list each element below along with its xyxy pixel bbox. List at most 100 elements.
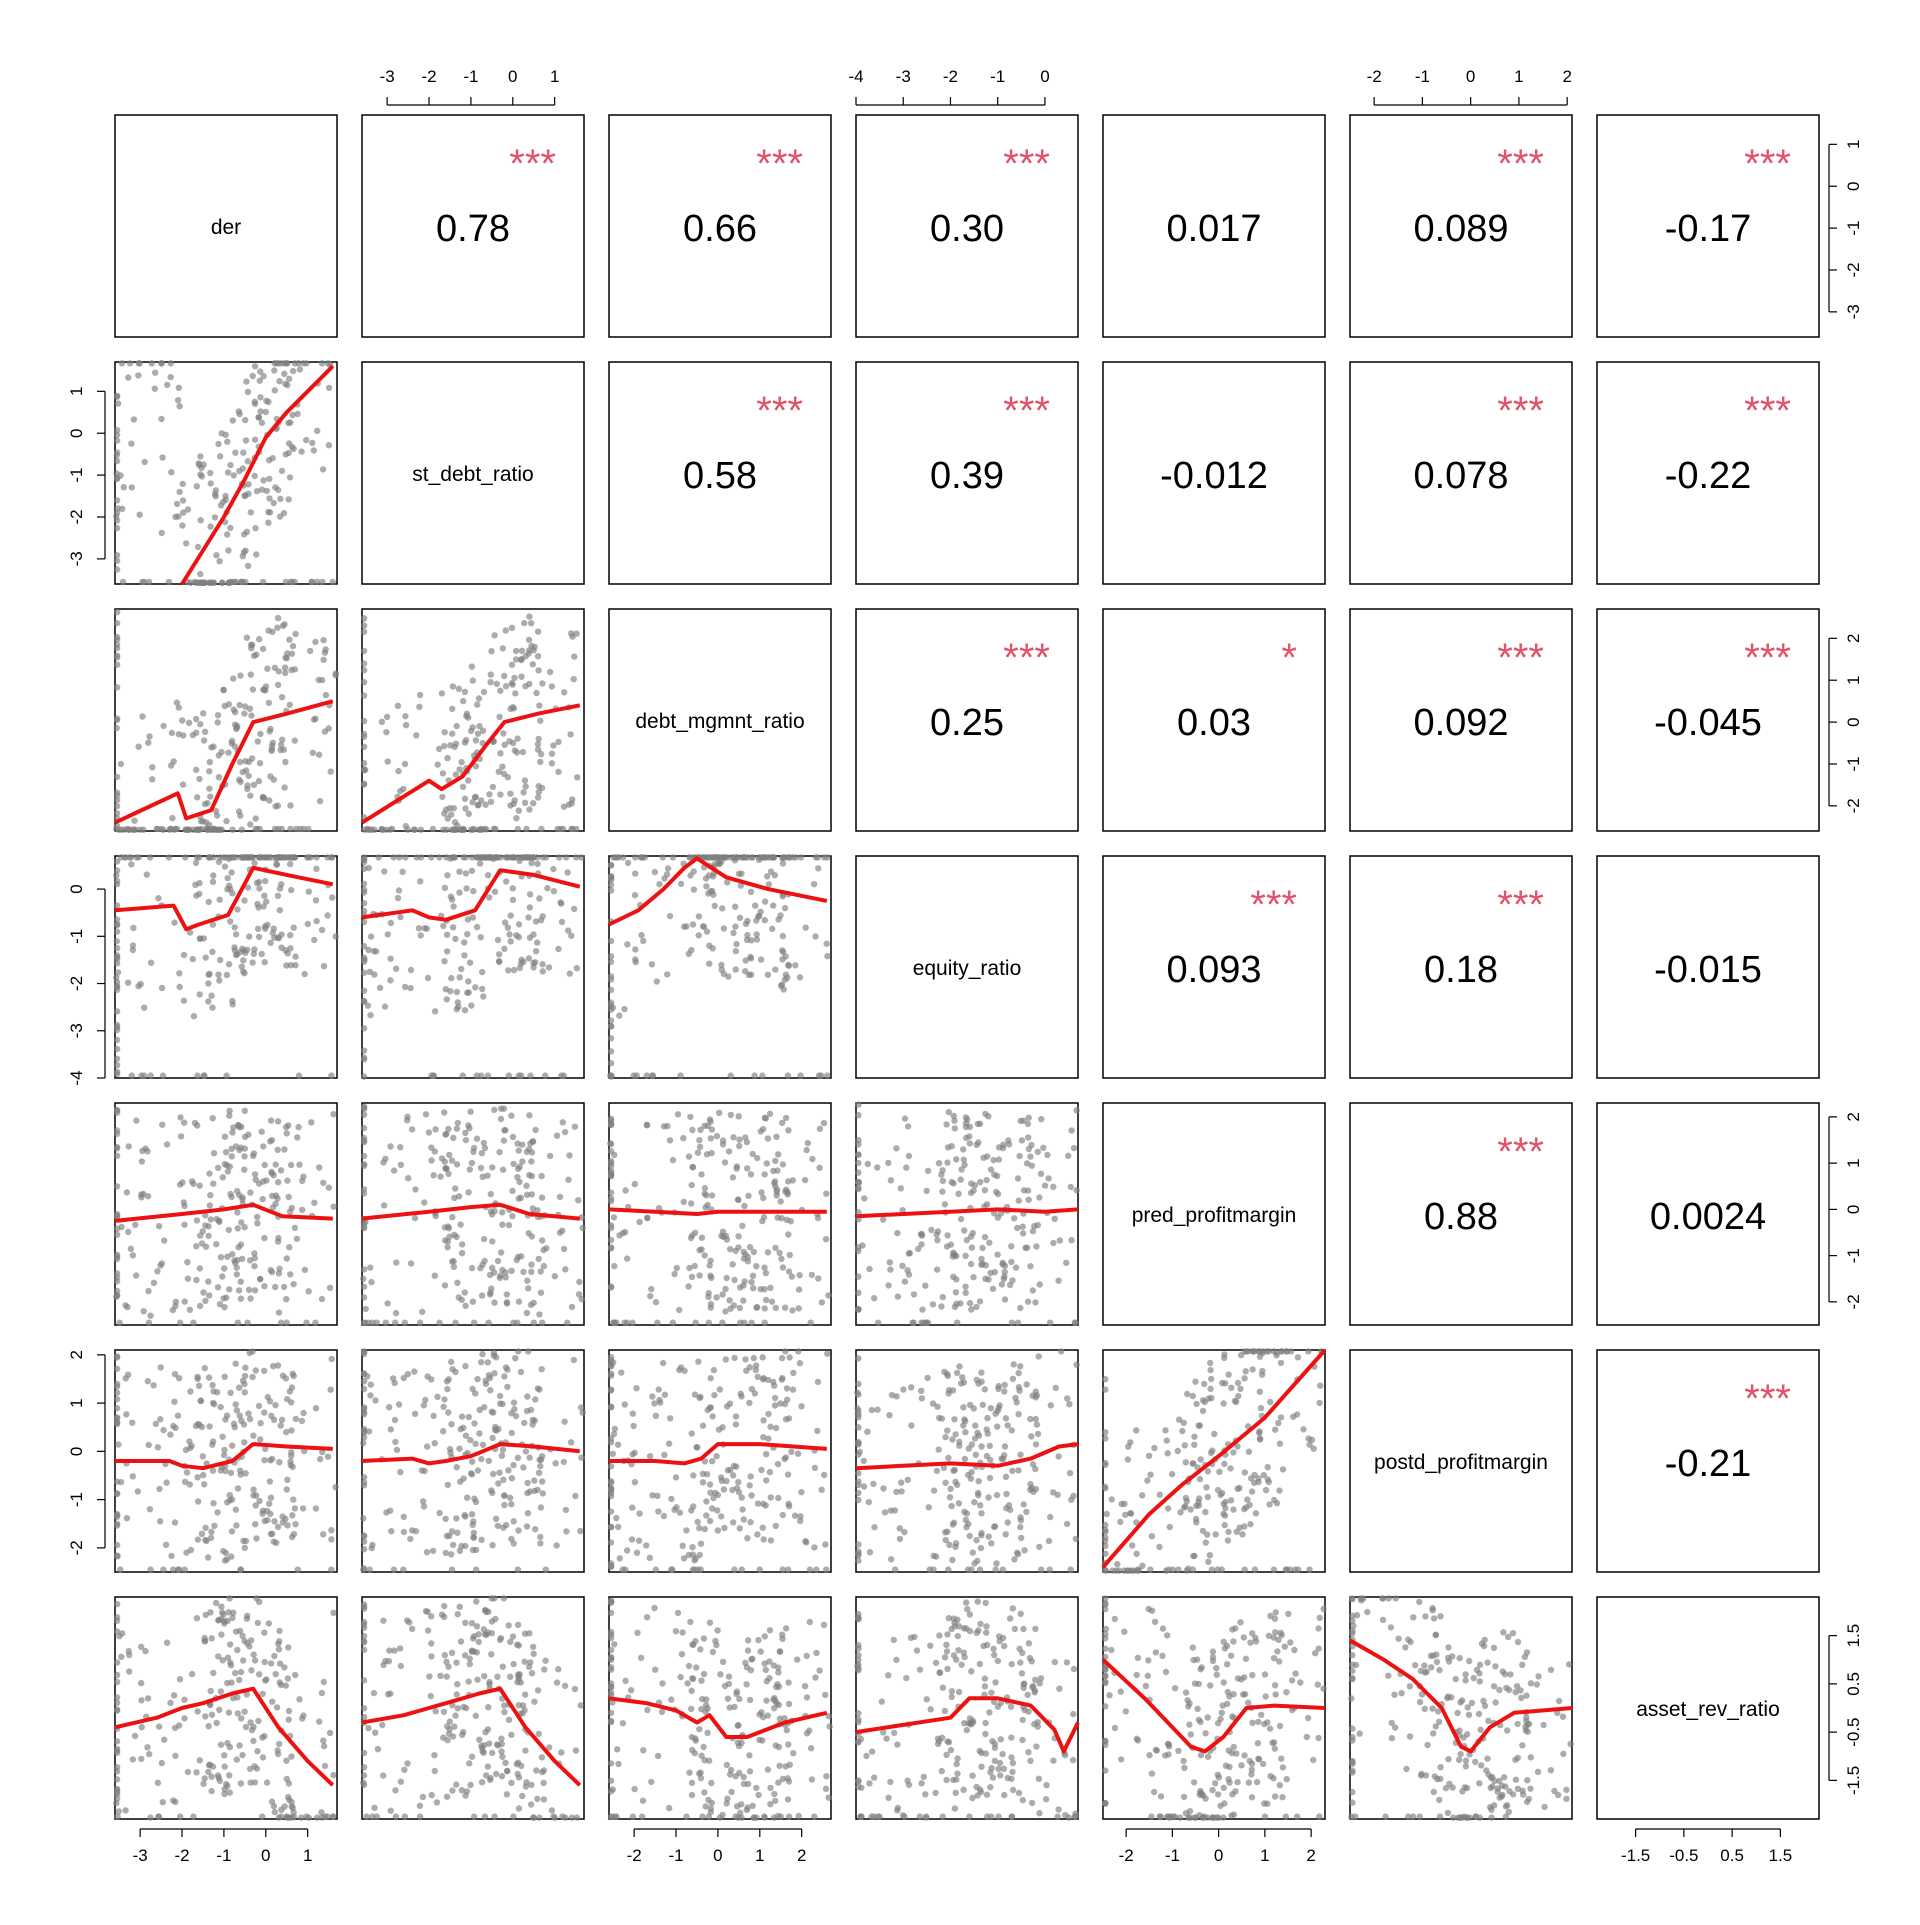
scatter-point bbox=[509, 1633, 517, 1640]
scatter-point bbox=[298, 448, 305, 455]
scatter-point bbox=[263, 1507, 271, 1515]
scatter-point bbox=[491, 888, 499, 895]
scatter-point bbox=[263, 898, 270, 905]
scatter-point bbox=[494, 1257, 502, 1265]
scatter-point bbox=[242, 547, 249, 554]
scatter-point bbox=[448, 896, 456, 903]
scatter-point bbox=[1187, 1506, 1194, 1513]
scatter-point bbox=[788, 1448, 795, 1456]
scatter-point bbox=[556, 1193, 564, 1201]
scatter-point bbox=[241, 1544, 248, 1552]
scatter-point bbox=[199, 818, 207, 825]
scatter-point bbox=[324, 360, 332, 367]
scatter-point bbox=[458, 965, 465, 973]
scatter-point bbox=[290, 1809, 297, 1816]
scatter-point bbox=[452, 1712, 459, 1719]
scatter-point bbox=[796, 1272, 803, 1279]
scatter-point bbox=[429, 1547, 437, 1555]
scatter-point bbox=[468, 1471, 476, 1478]
scatter-point bbox=[456, 868, 463, 875]
scatter-point bbox=[978, 1763, 985, 1770]
scatter-point bbox=[315, 751, 323, 758]
scatter-point bbox=[722, 1356, 729, 1363]
scatter-point bbox=[481, 1631, 489, 1638]
scatter-point bbox=[611, 1641, 618, 1648]
scatter-point bbox=[360, 1479, 368, 1486]
scatter-point bbox=[526, 904, 533, 911]
scatter-point bbox=[515, 921, 523, 928]
scatter-point bbox=[177, 1133, 185, 1140]
scatter-point bbox=[725, 1148, 733, 1155]
scatter-point bbox=[631, 892, 639, 899]
scatter-point bbox=[878, 1698, 885, 1705]
scatter-point bbox=[762, 1666, 769, 1674]
scatter-point bbox=[1276, 1487, 1283, 1494]
scatter-point bbox=[443, 1130, 450, 1138]
scatter-point bbox=[277, 1167, 285, 1174]
scatter-point bbox=[217, 1741, 225, 1748]
scatter-point bbox=[513, 1761, 520, 1768]
scatter-point bbox=[510, 1813, 517, 1820]
scatter-point bbox=[444, 754, 451, 762]
scatter-point bbox=[883, 1735, 890, 1742]
scatter-points bbox=[855, 1101, 1080, 1326]
scatter-point bbox=[538, 1319, 546, 1326]
scatter-point bbox=[700, 923, 708, 930]
scatter-point bbox=[133, 1272, 140, 1279]
scatter-point bbox=[287, 945, 294, 952]
scatter-point bbox=[392, 1309, 400, 1317]
scatter-point bbox=[245, 772, 252, 779]
scatter-point bbox=[973, 1537, 980, 1544]
scatter-point bbox=[287, 962, 295, 969]
scatter-point bbox=[1189, 1460, 1197, 1467]
scatter-point bbox=[261, 1457, 268, 1464]
scatter-point bbox=[320, 1737, 327, 1744]
scatter-point bbox=[120, 484, 128, 491]
scatter-point bbox=[172, 1798, 179, 1806]
scatter-point bbox=[537, 1504, 545, 1511]
scatter-point bbox=[702, 1204, 709, 1211]
scatter-point bbox=[370, 947, 378, 955]
scatter-point bbox=[113, 1520, 121, 1527]
scatter-point bbox=[327, 768, 334, 775]
scatter-point bbox=[988, 1540, 995, 1547]
scatter-point bbox=[134, 1488, 141, 1495]
scatter-point bbox=[489, 1164, 496, 1171]
scatter-point bbox=[903, 1164, 910, 1171]
scatter-point bbox=[855, 1481, 862, 1489]
scatter-point bbox=[955, 1500, 963, 1507]
scatter-point bbox=[629, 1451, 636, 1458]
scatter-point bbox=[113, 1152, 121, 1160]
scatter-point bbox=[532, 1526, 539, 1533]
scatter-point bbox=[823, 1566, 830, 1573]
scatter-point bbox=[1241, 1375, 1248, 1382]
scatter-point bbox=[924, 1374, 931, 1382]
scatter-point bbox=[704, 1122, 711, 1130]
scatter-point bbox=[759, 1376, 767, 1383]
scatter-point bbox=[1034, 1148, 1042, 1156]
scatter-point bbox=[456, 974, 463, 981]
scatter-point bbox=[570, 676, 577, 683]
scatter-point bbox=[974, 1598, 981, 1605]
scatter-point bbox=[262, 1445, 269, 1453]
scatter-point bbox=[980, 1154, 987, 1161]
scatter-point bbox=[739, 1506, 746, 1513]
scatter-point bbox=[436, 745, 443, 752]
scatter-point bbox=[918, 1387, 925, 1395]
scatter-point bbox=[753, 1784, 760, 1792]
scatter-point bbox=[540, 1779, 547, 1787]
scatter-point bbox=[661, 875, 668, 882]
scatter-point bbox=[146, 1506, 154, 1513]
scatter-point bbox=[275, 1814, 283, 1821]
scatter-point bbox=[270, 499, 277, 507]
scatter-point bbox=[371, 971, 378, 978]
scatter-point bbox=[234, 1319, 242, 1326]
scatter-point bbox=[695, 1358, 702, 1365]
scatter-point bbox=[320, 963, 328, 970]
scatter-point bbox=[485, 1457, 492, 1465]
scatter-point bbox=[214, 1509, 221, 1516]
scatter-point bbox=[782, 953, 789, 960]
scatter-point bbox=[125, 1143, 132, 1150]
scatter-point bbox=[240, 1657, 247, 1664]
scatter-point bbox=[113, 513, 120, 520]
